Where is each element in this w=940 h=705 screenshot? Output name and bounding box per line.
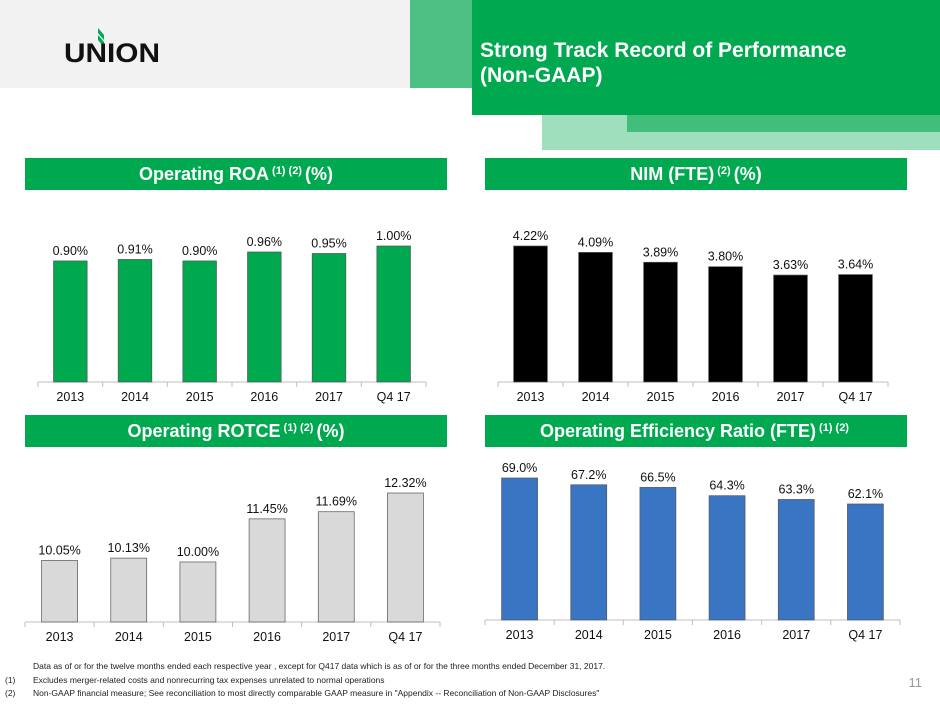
category-label: Q4 17: [848, 628, 882, 642]
bar: [317, 511, 355, 623]
category-label: 2016: [713, 628, 741, 642]
category-label: 2016: [712, 390, 740, 404]
section-header-nim: NIM (FTE) (2) (%): [485, 158, 907, 190]
section-header-operating-roa: Operating ROA (1) (2) (%): [25, 158, 447, 190]
category-label: 2015: [184, 630, 212, 644]
category-label: 2017: [315, 390, 343, 404]
data-label: 11.69%: [316, 495, 357, 509]
category-label: 2016: [250, 390, 278, 404]
bar: [117, 259, 153, 383]
category-label: 2016: [253, 630, 281, 644]
data-label: 62.1%: [848, 487, 883, 501]
bar: [777, 499, 815, 621]
category-label: 2013: [506, 628, 534, 642]
bar: [838, 274, 873, 383]
footnote-1: Excludes merger-related costs and nonrec…: [33, 675, 385, 685]
category-label: Q4 17: [377, 390, 411, 404]
bar: [847, 503, 884, 621]
footnote-1-marker: (1): [5, 675, 16, 685]
bar: [41, 560, 78, 623]
page-number: 11: [908, 675, 923, 690]
category-label: Q4 17: [838, 390, 872, 404]
bar: [708, 495, 746, 621]
data-label: 0.91%: [117, 242, 152, 256]
category-label: 2013: [56, 390, 84, 404]
bar: [179, 561, 217, 623]
section-header-efficiency-ratio: Operating Efficiency Ratio (FTE) (1) (2): [485, 415, 907, 447]
decor-mid-green: [627, 115, 940, 132]
data-label: 3.64%: [838, 258, 873, 272]
bar: [708, 266, 743, 383]
bar: [643, 261, 678, 383]
data-label: 1.00%: [376, 229, 411, 243]
bar: [247, 251, 282, 383]
bar: [639, 487, 677, 621]
category-label: 2017: [782, 628, 810, 642]
data-label: 4.09%: [578, 235, 613, 249]
svg-text:UNION: UNION: [64, 38, 160, 68]
chart-rotce: 10.05% 2013 10.13% 2014 10.00% 2015 11.45% 2016…: [24, 476, 441, 644]
data-label: 3.80%: [708, 250, 743, 264]
bar: [311, 253, 347, 383]
section-header-operating-rotce: Operating ROTCE (1) (2) (%): [25, 415, 447, 447]
data-label: 0.95%: [311, 236, 346, 250]
category-label: 2015: [647, 390, 675, 404]
union-logo: UNION: [64, 28, 160, 68]
category-label: 2015: [644, 628, 672, 642]
data-label: 64.3%: [709, 479, 744, 493]
data-label: 0.96%: [247, 235, 282, 249]
category-label: Q4 17: [388, 630, 422, 644]
page-title: Strong Track Record of Performance (Non-…: [480, 39, 847, 87]
chart-roa: 0.90% 2013 0.91% 2014 0.90% 2015 0.96% 2016 0.95…: [37, 229, 427, 404]
category-label: 2014: [121, 390, 149, 404]
bar: [501, 477, 538, 621]
data-label: 63.3%: [779, 482, 814, 496]
title-box: [472, 0, 940, 115]
category-label: 2013: [46, 630, 74, 644]
data-label: 3.63%: [773, 258, 808, 272]
bar: [182, 260, 217, 383]
footnote-2: Non-GAAP financial measure; See reconcil…: [33, 688, 600, 698]
category-label: 2017: [322, 630, 350, 644]
category-label: 2017: [777, 390, 805, 404]
footnote-intro: Data as of or for the twelve months ende…: [33, 661, 606, 671]
bar: [376, 245, 411, 383]
category-label: 2013: [517, 390, 545, 404]
data-label: 11.45%: [246, 502, 287, 516]
bar: [578, 252, 613, 383]
category-label: 2015: [186, 390, 214, 404]
data-label: 10.00%: [177, 545, 219, 559]
bar: [53, 260, 88, 383]
bar: [773, 274, 808, 383]
category-label: 2014: [575, 628, 603, 642]
data-label: 10.13%: [108, 541, 150, 555]
data-label: 3.89%: [643, 245, 678, 259]
data-label: 12.32%: [384, 476, 426, 490]
bar: [248, 518, 286, 623]
bar: [513, 245, 548, 383]
footnote-2-marker: (2): [5, 688, 16, 698]
data-label: 0.90%: [53, 244, 88, 258]
header-band: [0, 0, 472, 88]
chart-nim: 4.22% 2013 4.09% 2014 3.89% 2015 3.80% 2016 3.63…: [497, 229, 889, 404]
data-label: 69.0%: [502, 461, 537, 475]
data-label: 66.5%: [640, 470, 675, 484]
data-label: 67.2%: [571, 468, 606, 482]
bar: [570, 484, 608, 621]
chart-efficiency: 69.0% 2013 67.2% 2014 66.5% 2015 64.3% 2016 63.3…: [484, 461, 901, 642]
bar: [387, 492, 424, 623]
data-label: 10.05%: [38, 543, 80, 557]
bar: [110, 557, 148, 623]
decor-mask: [410, 88, 472, 162]
data-label: 0.90%: [182, 244, 217, 258]
category-label: 2014: [115, 630, 143, 644]
category-label: 2014: [582, 390, 610, 404]
data-label: 4.22%: [513, 229, 548, 243]
